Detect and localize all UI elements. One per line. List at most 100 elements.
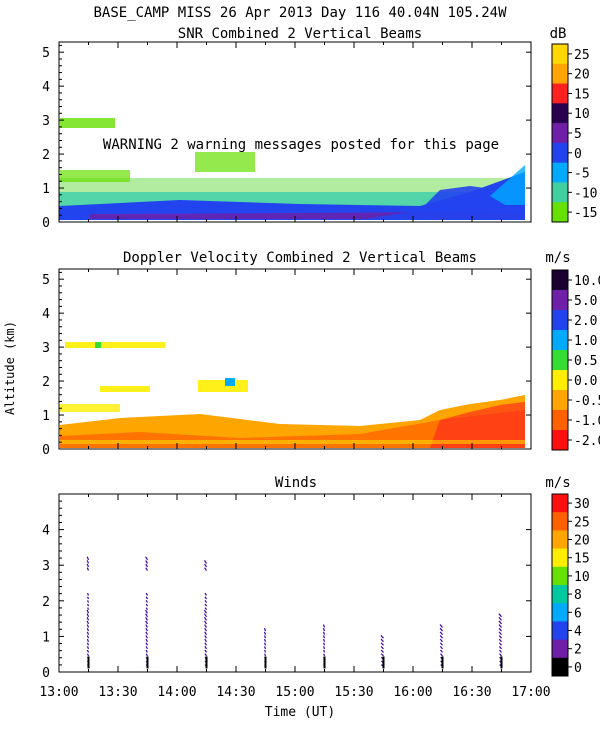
colorbar-swatch [552, 142, 568, 164]
y-tick-label: 0 [42, 216, 50, 231]
wind-barb [86, 609, 90, 614]
colorbar-swatch [552, 162, 568, 183]
colorbar-label: 2 [574, 643, 582, 658]
y-tick-label: 5 [42, 273, 50, 288]
wind-barb [439, 624, 443, 628]
wind-barb [145, 620, 149, 625]
colorbar-swatch [552, 657, 568, 677]
colorbar-label: 25 [574, 515, 590, 530]
wind-barb [204, 631, 208, 635]
colorbar-label: 4 [574, 625, 582, 640]
wind-barb [145, 592, 149, 596]
winds-x-axis: 13:00 13:30 14:00 14:30 15:00 15:30 16:00 16:30… [39, 494, 551, 700]
wind-barb [145, 603, 149, 607]
colorbar-swatch [552, 290, 568, 311]
wind-barb [498, 613, 502, 618]
colorbar-swatch [552, 390, 568, 411]
wind-barb [323, 642, 326, 646]
x-tick-label: 13:30 [98, 685, 137, 700]
colorbar-swatch [552, 103, 568, 124]
wind-barb [86, 638, 90, 642]
wind-barb [87, 603, 90, 607]
colorbar-label: 2.0 [574, 314, 597, 329]
snr-unit-label: dB [550, 26, 567, 42]
doppler-y-axis: 0 1 2 3 4 5 [42, 271, 531, 458]
wind-barb [380, 642, 384, 646]
wind-barb [87, 607, 90, 610]
doppler-field [60, 342, 525, 448]
colorbar-swatch [552, 330, 568, 351]
colorbar-swatch [552, 270, 568, 291]
colorbar-frame [551, 493, 569, 677]
wind-barb [439, 642, 443, 646]
wind-barb [204, 635, 208, 639]
colorbar-label: 20 [574, 68, 590, 83]
colorbar-label: 8 [574, 588, 582, 603]
wind-barb [204, 563, 208, 568]
wind-barb [86, 596, 90, 600]
x-tick-label: 16:30 [452, 685, 491, 700]
wind-barb [86, 627, 90, 632]
wind-barb [264, 653, 267, 657]
y-tick-label: 4 [42, 80, 50, 95]
wind-barb [204, 638, 208, 643]
wind-barb [86, 556, 90, 561]
wind-barb [322, 627, 326, 632]
colorbar-label: 30 [574, 497, 590, 512]
wind-barb [86, 642, 90, 646]
wind-barb [264, 646, 267, 650]
y-tick-label: 4 [42, 307, 50, 322]
wind-barb [86, 646, 90, 650]
figure-title: BASE_CAMP MISS 26 Apr 2013 Day 116 40.04… [93, 5, 507, 21]
x-tick-label: 15:30 [334, 685, 373, 700]
wind-barb [439, 645, 443, 650]
colorbar-label: 5 [574, 127, 582, 142]
x-tick-label: 14:30 [216, 685, 255, 700]
wind-barb [145, 556, 149, 561]
y-tick-label: 2 [42, 595, 50, 610]
doppler-colorbar: 10.0 5.0 2.0 1.0 0.5 0.0 -0.5 -1.0 -2.0 [551, 269, 600, 451]
colorbar-label: 0.5 [574, 354, 597, 369]
wind-barb [380, 649, 384, 653]
colorbar-label: 0.0 [574, 374, 597, 389]
wind-barb [263, 627, 267, 632]
wind-barb [498, 645, 502, 650]
snr-warning: WARNING 2 warning messages posted for th… [103, 137, 499, 153]
colorbar-swatch [552, 83, 568, 104]
x-tick-label: 15:00 [275, 685, 314, 700]
wind-barb [86, 617, 90, 621]
wind-barb [204, 642, 208, 646]
colorbar-swatch [552, 530, 568, 550]
wind-barb [323, 646, 326, 650]
snr-y-axis: 0 1 2 3 4 5 [42, 44, 531, 231]
wind-barb [86, 613, 90, 618]
wind-barb [145, 642, 149, 646]
colorbar-swatch [552, 63, 568, 85]
wind-barb [145, 646, 149, 650]
winds-panel: Winds m/s 0 1 2 3 4 13:00 13:30 14:00 14:30 15:0… [39, 475, 589, 720]
wind-barb [204, 592, 208, 596]
y-tick-label: 3 [42, 341, 50, 356]
colorbar-swatch [552, 182, 568, 203]
wind-barb [498, 638, 502, 643]
wind-barb [145, 607, 149, 611]
winds-y-axis: 0 1 2 3 4 [42, 500, 531, 681]
colorbar-swatch [552, 202, 568, 223]
wind-barb [204, 600, 208, 603]
y-tick-label: 1 [42, 409, 50, 424]
wind-barb [439, 631, 443, 636]
colorbar-swatch [552, 603, 568, 622]
wind-barb [263, 638, 267, 642]
colorbar-label: 0 [574, 147, 582, 162]
wind-barb [145, 609, 149, 614]
wind-barb [498, 627, 502, 632]
y-tick-label: 1 [42, 182, 50, 197]
wind-barb [499, 649, 502, 653]
colorbar-label: 10 [574, 570, 590, 585]
wind-barb [145, 649, 149, 653]
wind-barb [440, 653, 443, 657]
wind-barb [264, 649, 267, 653]
wind-barb [145, 560, 149, 564]
